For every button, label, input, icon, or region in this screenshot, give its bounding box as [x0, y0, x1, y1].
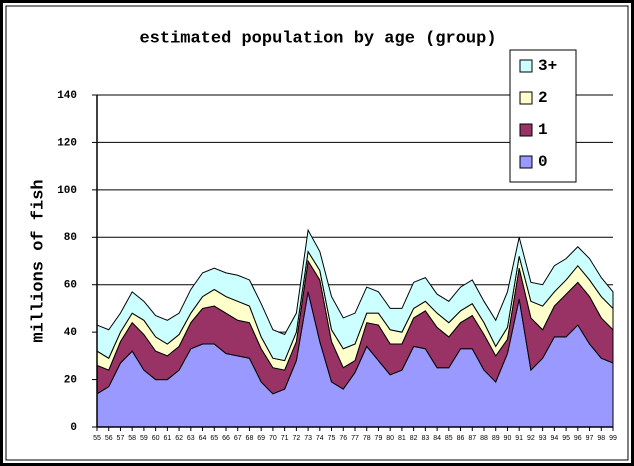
- x-tick-label: 83: [421, 435, 429, 442]
- x-tick-label: 56: [105, 435, 113, 442]
- legend-label: 3+: [538, 57, 557, 75]
- x-tick-label: 67: [234, 435, 242, 442]
- x-tick-label: 66: [222, 435, 230, 442]
- x-tick-label: 77: [351, 435, 359, 442]
- x-tick-label: 62: [175, 435, 183, 442]
- x-tick-label: 90: [504, 435, 512, 442]
- x-tick-label: 76: [339, 435, 347, 442]
- x-tick-label: 87: [468, 435, 476, 442]
- x-tick-label: 63: [187, 435, 195, 442]
- x-tick-label: 80: [386, 435, 394, 442]
- x-tick-label: 84: [433, 435, 441, 442]
- x-tick-label: 58: [128, 435, 136, 442]
- x-tick-label: 82: [410, 435, 418, 442]
- x-tick-label: 71: [281, 435, 289, 442]
- legend-label: 0: [538, 153, 548, 171]
- x-tick-label: 93: [539, 435, 547, 442]
- legend-swatch: [519, 123, 533, 137]
- x-tick-label: 69: [257, 435, 265, 442]
- x-tick-label: 88: [480, 435, 488, 442]
- x-tick-label: 99: [609, 435, 617, 442]
- x-tick-label: 98: [597, 435, 605, 442]
- x-tick-label: 55: [93, 435, 101, 442]
- x-tick-label: 61: [163, 435, 171, 442]
- legend-label: 1: [538, 121, 548, 139]
- x-tick-label: 72: [292, 435, 300, 442]
- x-tick-label: 96: [574, 435, 582, 442]
- x-tick-label: 75: [328, 435, 336, 442]
- x-tick-label: 89: [492, 435, 500, 442]
- x-tick-label: 74: [316, 435, 324, 442]
- x-tick-label: 65: [210, 435, 218, 442]
- x-tick-label: 68: [246, 435, 254, 442]
- y-tick-label: 120: [57, 137, 77, 149]
- x-tick-label: 70: [269, 435, 277, 442]
- y-tick-label: 140: [57, 90, 77, 102]
- area: [96, 228, 614, 362]
- y-tick-label: 0: [70, 422, 77, 434]
- x-tick-label: 60: [152, 435, 160, 442]
- x-tick-label: 94: [550, 435, 558, 442]
- y-tick-label: 20: [64, 374, 77, 386]
- legend-swatch: [519, 59, 533, 73]
- x-tick-label: 78: [363, 435, 371, 442]
- x-tick-label: 64: [199, 435, 207, 442]
- x-tick-label: 79: [375, 435, 383, 442]
- y-tick-label: 40: [64, 327, 77, 339]
- y-tick-label: 100: [57, 185, 77, 197]
- y-tick-label: 60: [64, 280, 77, 292]
- chart-title: estimated population by age (group): [139, 29, 496, 48]
- legend-swatch: [519, 91, 533, 105]
- x-tick-label: 59: [140, 435, 148, 442]
- x-tick-label: 73: [304, 435, 312, 442]
- x-tick-label: 85: [445, 435, 453, 442]
- x-tick-label: 97: [586, 435, 594, 442]
- x-tick-label: 95: [562, 435, 570, 442]
- y-axis-label: millions of fish: [29, 179, 48, 342]
- legend-label: 2: [538, 89, 548, 107]
- x-tick-label: 92: [527, 435, 535, 442]
- y-tick-label: 80: [64, 232, 77, 244]
- x-tick-label: 57: [117, 435, 125, 442]
- x-tick-label: 86: [457, 435, 465, 442]
- x-tick-label: 81: [398, 435, 406, 442]
- inner-frame: [5, 5, 629, 461]
- legend-swatch: [519, 155, 533, 169]
- x-tick-label: 91: [515, 435, 523, 442]
